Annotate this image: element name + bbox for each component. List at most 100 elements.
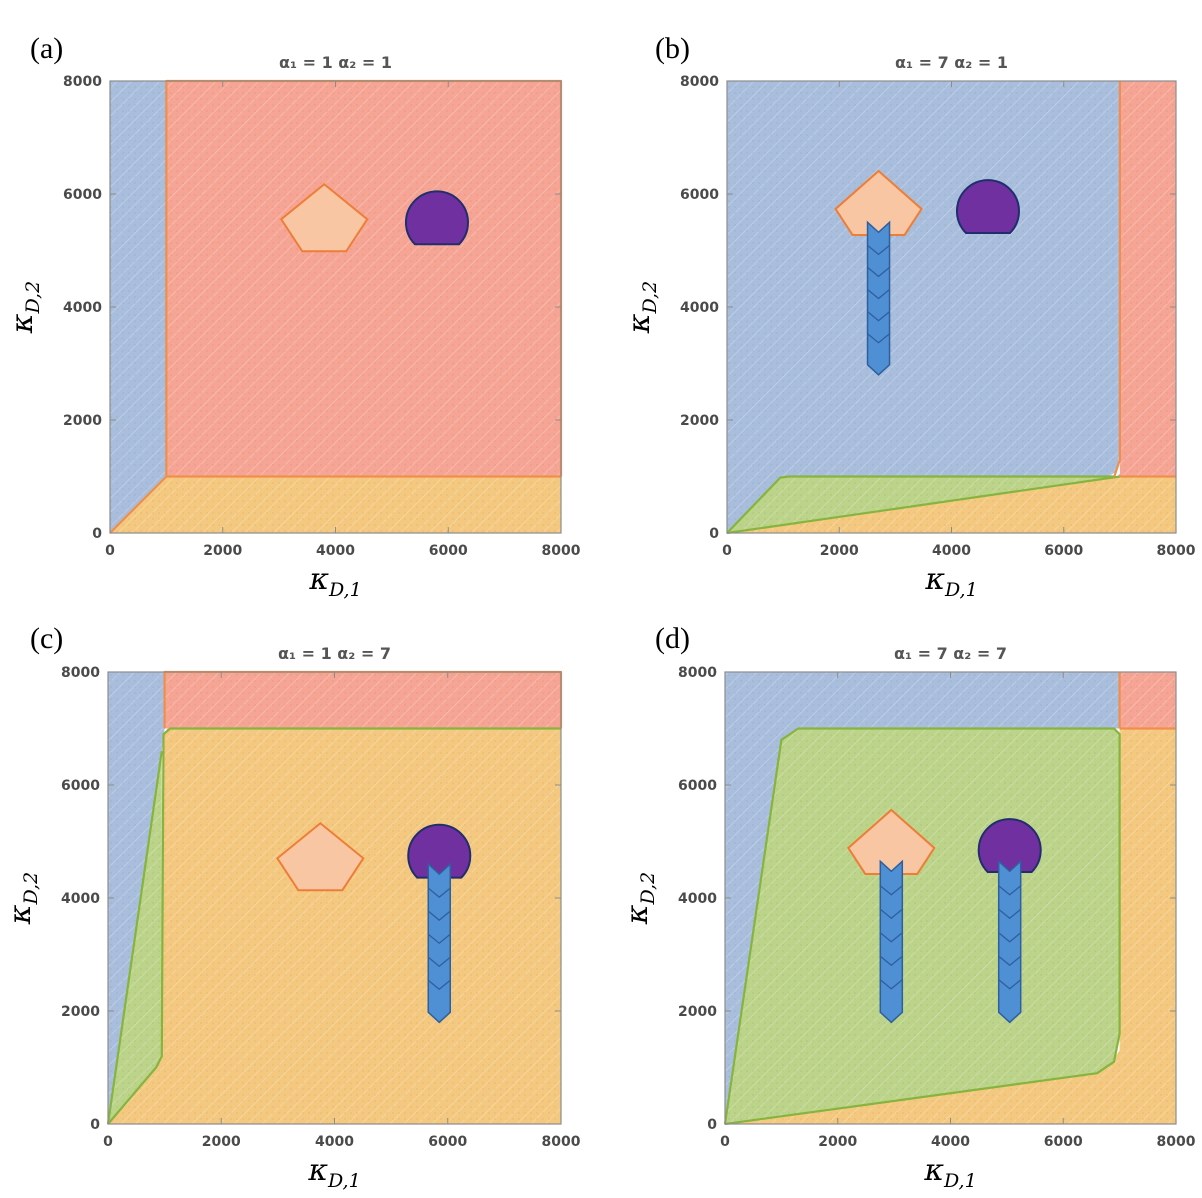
boundary-line xyxy=(726,475,1121,535)
x-tick-label: 6000 xyxy=(428,1134,467,1150)
x-tick-label: 0 xyxy=(722,543,732,559)
arrow-chevron xyxy=(427,933,451,945)
x-tick-label: 8000 xyxy=(542,543,581,559)
region-dots xyxy=(166,81,561,477)
y-tick-label: 6000 xyxy=(678,778,717,794)
x-tick-label: 2000 xyxy=(818,1134,857,1150)
arrow-chevron xyxy=(879,908,903,920)
boundary-line xyxy=(106,750,163,1125)
arrow-chevron xyxy=(998,955,1022,967)
y-tick-label: 0 xyxy=(707,1117,717,1133)
arrow-chevron xyxy=(998,885,1022,896)
panel-title: α₁ = 1 α₂ = 7 xyxy=(278,644,391,663)
x-tick-label: 6000 xyxy=(1044,543,1083,559)
region-dots xyxy=(1119,672,1176,729)
region-dots xyxy=(108,672,165,1124)
x-tick-label: 8000 xyxy=(1157,543,1196,559)
panel-2: (b) α₁ = 7 α₂ = 1 0 2000 4000 6000 8000 0 2000 40… xyxy=(622,32,1196,601)
x-tick-label: 0 xyxy=(103,1134,113,1150)
x-tick-label: 6000 xyxy=(1044,1134,1083,1150)
y-tick-label: 6000 xyxy=(63,187,102,203)
arrow-chevron xyxy=(867,333,890,344)
arrow-chevron xyxy=(427,956,451,968)
x-tick-label: 6000 xyxy=(429,543,468,559)
panel-label: (d) xyxy=(655,622,690,655)
panel-label: (a) xyxy=(30,32,63,65)
arrow-chevron xyxy=(867,311,890,322)
region-dots xyxy=(725,728,1176,1124)
arrow-chevron xyxy=(427,979,451,991)
panel-label: (b) xyxy=(655,32,690,65)
arrow-chevron xyxy=(427,910,451,922)
region-dots xyxy=(108,728,561,1124)
region-dots xyxy=(110,476,561,533)
y-tick-label: 2000 xyxy=(678,1004,717,1020)
x-tick-label: 0 xyxy=(105,543,115,559)
arrow-chevron xyxy=(879,955,903,967)
x-tick-label: 8000 xyxy=(1157,1134,1196,1150)
x-tick-label: 4000 xyxy=(315,1134,354,1150)
boundary-line xyxy=(723,727,1121,1126)
panel-1: (a) α₁ = 1 α₂ = 1 0 2000 4000 6000 8000 0 2000 40… xyxy=(5,32,581,601)
x-tick-label: 4000 xyxy=(931,1134,970,1150)
y-axis-label: κD,2 xyxy=(620,872,659,925)
region-dots xyxy=(725,672,1120,1124)
region-dots xyxy=(161,672,562,729)
x-tick-label: 4000 xyxy=(932,543,971,559)
arrow-chevron xyxy=(879,885,903,896)
pentagon-marker xyxy=(279,182,369,253)
y-axis-label: κD,2 xyxy=(5,281,44,334)
arrow-chevron xyxy=(998,979,1022,990)
panel-title: α₁ = 1 α₂ = 1 xyxy=(279,53,392,72)
y-tick-label: 0 xyxy=(92,526,102,542)
y-tick-label: 2000 xyxy=(61,1004,100,1020)
x-tick-label: 8000 xyxy=(542,1134,581,1150)
y-tick-label: 4000 xyxy=(678,891,717,907)
panel-4: (d) α₁ = 7 α₂ = 7 0 2000 4000 6000 8000 0 2000 40… xyxy=(620,622,1196,1192)
y-axis-label: κD,2 xyxy=(622,281,661,334)
y-tick-label: 8000 xyxy=(680,74,719,90)
circle-marker xyxy=(407,823,472,879)
x-axis-label: κD,1 xyxy=(924,562,977,601)
panel-label: (c) xyxy=(30,622,63,655)
y-tick-label: 8000 xyxy=(63,74,102,90)
region-dots xyxy=(727,81,1120,533)
region-dots xyxy=(1117,81,1176,477)
y-tick-label: 8000 xyxy=(61,665,100,681)
boundary-line xyxy=(107,727,561,1125)
x-tick-label: 4000 xyxy=(316,543,355,559)
panel-3: (c) α₁ = 1 α₂ = 7 0 2000 4000 6000 8000 0 2000 40… xyxy=(3,622,581,1192)
boundary-line xyxy=(1113,81,1122,477)
x-tick-label: 2000 xyxy=(820,543,859,559)
circle-marker xyxy=(405,190,469,246)
region-dots xyxy=(727,476,1176,533)
region-dots xyxy=(110,81,167,533)
x-axis-label: κD,1 xyxy=(923,1153,976,1192)
boundary-line xyxy=(726,475,1115,534)
x-axis-label: κD,1 xyxy=(308,562,361,601)
y-tick-label: 2000 xyxy=(680,413,719,429)
arrow-chevron xyxy=(879,932,903,943)
y-tick-label: 0 xyxy=(709,526,719,542)
y-tick-label: 4000 xyxy=(63,300,102,316)
y-tick-label: 4000 xyxy=(680,300,719,316)
pentagon-marker xyxy=(276,821,365,892)
y-axis-label: κD,2 xyxy=(3,872,42,925)
x-tick-label: 2000 xyxy=(202,1134,241,1150)
arrow-chevron xyxy=(867,289,890,300)
y-tick-label: 4000 xyxy=(61,891,100,907)
panel-title: α₁ = 7 α₂ = 1 xyxy=(895,53,1008,72)
circle-marker xyxy=(956,179,1020,234)
y-tick-label: 8000 xyxy=(678,665,717,681)
x-tick-label: 0 xyxy=(720,1134,730,1150)
arrow-chevron xyxy=(998,932,1022,943)
x-tick-label: 2000 xyxy=(203,543,242,559)
arrow-chevron xyxy=(879,979,903,990)
arrow-chevron xyxy=(867,266,890,278)
x-axis-label: κD,1 xyxy=(307,1153,360,1192)
arrow-chevron xyxy=(867,244,890,256)
panel-title: α₁ = 7 α₂ = 7 xyxy=(894,644,1007,663)
arrow-chevron xyxy=(998,908,1022,920)
region-dots xyxy=(725,728,1120,1124)
